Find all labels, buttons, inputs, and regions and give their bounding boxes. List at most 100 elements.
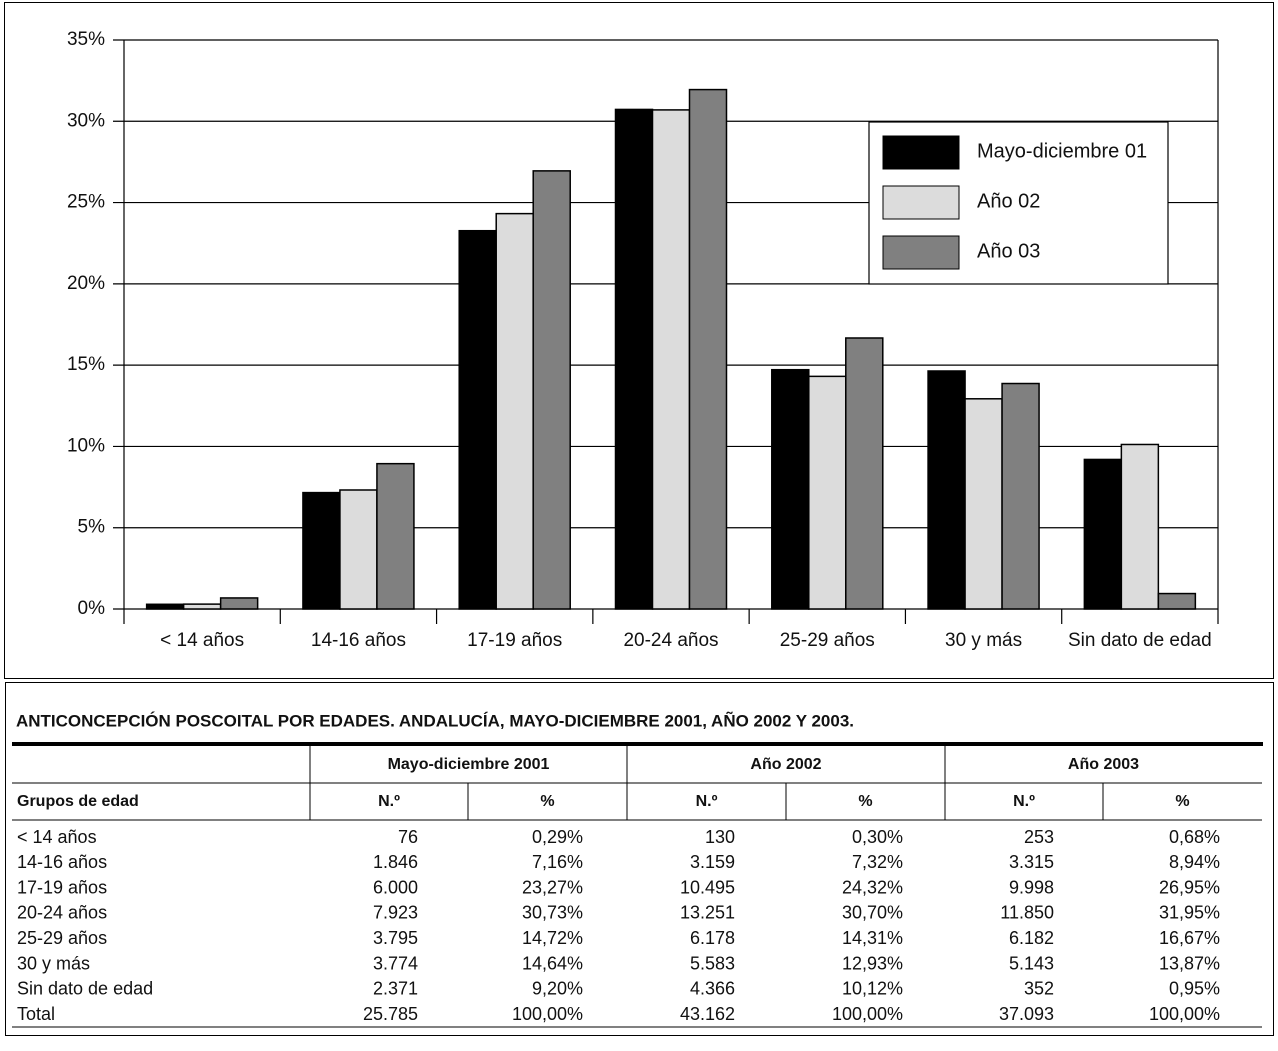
table-cell: 0,95% bbox=[1169, 979, 1220, 999]
legend-swatch bbox=[882, 185, 960, 220]
table-cell: 23,27% bbox=[522, 877, 583, 897]
table-cell: 6.182 bbox=[1009, 928, 1054, 948]
x-tick-label: 30 y más bbox=[945, 630, 1022, 651]
x-tick-label: 14-16 años bbox=[311, 630, 406, 651]
bar bbox=[182, 603, 222, 610]
bar bbox=[532, 170, 571, 610]
table-cell: 31,95% bbox=[1159, 903, 1220, 923]
table-cell: 20-24 años bbox=[17, 903, 107, 923]
y-tick-label: 10% bbox=[67, 435, 105, 456]
table-cell: 8,94% bbox=[1169, 852, 1220, 872]
table-cell: 14,64% bbox=[522, 953, 583, 973]
y-tick-label: 20% bbox=[67, 273, 105, 294]
table-cell: 100,00% bbox=[832, 1004, 903, 1024]
x-tick-label: 20-24 años bbox=[623, 630, 718, 651]
table-cell: 352 bbox=[1024, 979, 1054, 999]
x-tick-label: 25-29 años bbox=[780, 630, 875, 651]
y-tick-label: 25% bbox=[67, 192, 105, 213]
table-cell: 2.371 bbox=[373, 979, 418, 999]
chart-frame bbox=[4, 2, 1274, 679]
legend-swatch bbox=[882, 135, 960, 170]
bar bbox=[1083, 458, 1123, 610]
table-cell: 26,95% bbox=[1159, 877, 1220, 897]
table-title: ANTICONCEPCIÓN POSCOITAL POR EDADES. AND… bbox=[16, 710, 854, 730]
table-cell: 0,30% bbox=[852, 827, 903, 847]
table-cell: 130 bbox=[705, 827, 735, 847]
x-tick-label: Sin dato de edad bbox=[1068, 630, 1212, 651]
table-cell: 17-19 años bbox=[17, 877, 107, 897]
y-tick-label: 30% bbox=[67, 110, 105, 131]
table-cell: 10.495 bbox=[680, 877, 735, 897]
sub-header: % bbox=[540, 793, 554, 810]
legend-label: Mayo-diciembre 01 bbox=[977, 140, 1147, 162]
bar bbox=[1157, 592, 1197, 610]
legend-swatch bbox=[882, 235, 960, 270]
bar bbox=[495, 212, 534, 610]
table-cell: 30,73% bbox=[522, 903, 583, 923]
table-cell: 4.366 bbox=[690, 979, 735, 999]
table-cell: 7.923 bbox=[373, 903, 418, 923]
table-cell: 16,67% bbox=[1159, 928, 1220, 948]
table-cell: 25-29 años bbox=[17, 928, 107, 948]
table-cell: 1.846 bbox=[373, 852, 418, 872]
table-cell: 37.093 bbox=[999, 1004, 1054, 1024]
table-cell: 30,70% bbox=[842, 903, 903, 923]
y-tick-label: 0% bbox=[78, 598, 106, 619]
table-cell: 9,20% bbox=[532, 979, 583, 999]
table-cell: 7,16% bbox=[532, 852, 583, 872]
sub-header: N.º bbox=[696, 793, 718, 810]
bar bbox=[302, 491, 341, 610]
legend-label: Año 03 bbox=[977, 240, 1040, 262]
bar bbox=[458, 229, 497, 610]
table-cell: 3.159 bbox=[690, 852, 735, 872]
table-cell: 14-16 años bbox=[17, 852, 107, 872]
table-cell: 100,00% bbox=[512, 1004, 583, 1024]
bar bbox=[376, 462, 415, 610]
bar bbox=[145, 603, 185, 610]
bar bbox=[808, 375, 847, 610]
x-tick-label: < 14 años bbox=[160, 630, 244, 651]
y-tick-label: 35% bbox=[67, 29, 105, 50]
table-cell: 30 y más bbox=[17, 953, 90, 973]
table-frame bbox=[5, 682, 1274, 1036]
table-cell: 13.251 bbox=[680, 903, 735, 923]
bar bbox=[964, 398, 1003, 610]
table-cell: 24,32% bbox=[842, 877, 903, 897]
table-cell: 25.785 bbox=[363, 1004, 418, 1024]
table-rule bbox=[12, 742, 1263, 746]
table-cell: 12,93% bbox=[842, 953, 903, 973]
y-tick-label: 15% bbox=[67, 354, 105, 375]
bar bbox=[219, 597, 259, 610]
group-header: Mayo-diciembre 2001 bbox=[388, 756, 550, 773]
table-cell: 14,31% bbox=[842, 928, 903, 948]
table-cell: 3.774 bbox=[373, 953, 418, 973]
table-cell: 6.178 bbox=[690, 928, 735, 948]
bar bbox=[927, 370, 966, 610]
table-cell: 14,72% bbox=[522, 928, 583, 948]
group-header: Año 2002 bbox=[750, 756, 821, 773]
x-tick-label: 17-19 años bbox=[467, 630, 562, 651]
table-cell: 0,29% bbox=[532, 827, 583, 847]
table-cell: 5.583 bbox=[690, 953, 735, 973]
table-cell: 253 bbox=[1024, 827, 1054, 847]
table-cell: 11.850 bbox=[1000, 903, 1054, 923]
bar bbox=[771, 368, 810, 610]
sub-header: % bbox=[858, 793, 872, 810]
table-cell: 13,87% bbox=[1159, 953, 1220, 973]
bar bbox=[651, 109, 691, 610]
table-cell: 3.795 bbox=[373, 928, 418, 948]
table-cell: 3.315 bbox=[1009, 852, 1054, 872]
bar bbox=[339, 489, 378, 610]
legend-label: Año 02 bbox=[977, 190, 1040, 212]
table-cell: 5.143 bbox=[1009, 953, 1054, 973]
sub-header: Grupos de edad bbox=[17, 793, 139, 810]
y-tick-label: 5% bbox=[78, 517, 106, 538]
table-cell: 0,68% bbox=[1169, 827, 1220, 847]
sub-header: N.º bbox=[378, 793, 400, 810]
table-cell: Sin dato de edad bbox=[17, 979, 153, 999]
table-cell: 43.162 bbox=[680, 1004, 735, 1024]
sub-header: % bbox=[1175, 793, 1189, 810]
bar bbox=[688, 88, 728, 610]
